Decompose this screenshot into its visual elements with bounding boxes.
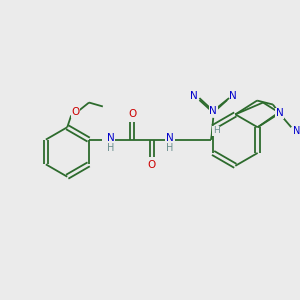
Text: N: N: [293, 126, 300, 136]
Text: N: N: [275, 108, 283, 118]
Text: N: N: [209, 106, 217, 116]
Text: N: N: [190, 91, 197, 101]
Text: N: N: [166, 133, 174, 142]
Text: O: O: [148, 160, 156, 170]
Text: N: N: [229, 91, 237, 101]
Text: N: N: [106, 133, 114, 142]
Text: H: H: [166, 142, 173, 152]
Text: H: H: [107, 142, 114, 152]
Text: H: H: [213, 126, 220, 135]
Text: O: O: [128, 109, 136, 119]
Text: O: O: [71, 107, 79, 117]
